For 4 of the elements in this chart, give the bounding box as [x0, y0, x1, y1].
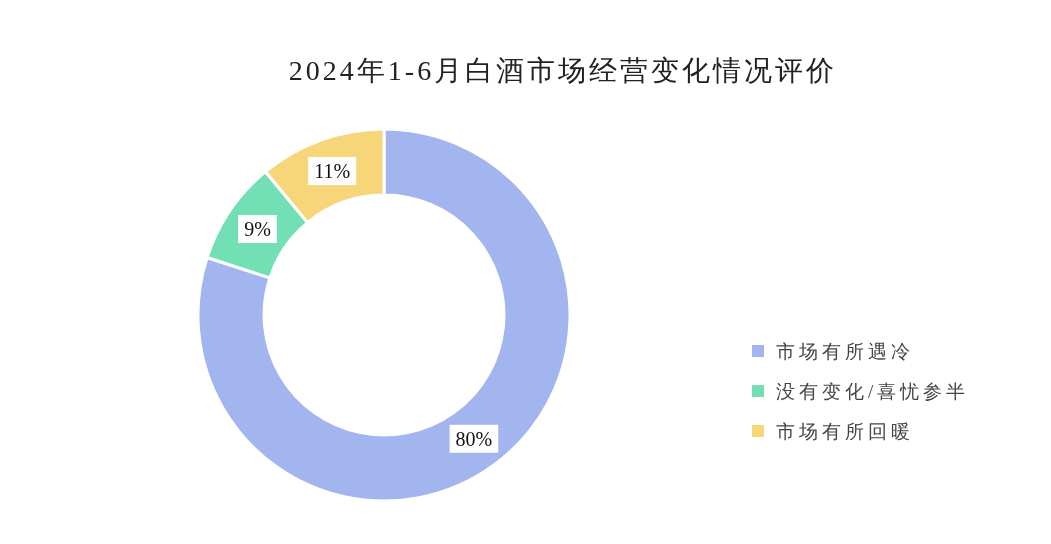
title: 2024年1-6月白酒市场经营变化情况评价: [288, 55, 838, 86]
data-label: 9%: [244, 218, 271, 241]
data-label: 11%: [314, 160, 351, 183]
data-label: 80%: [455, 427, 493, 450]
